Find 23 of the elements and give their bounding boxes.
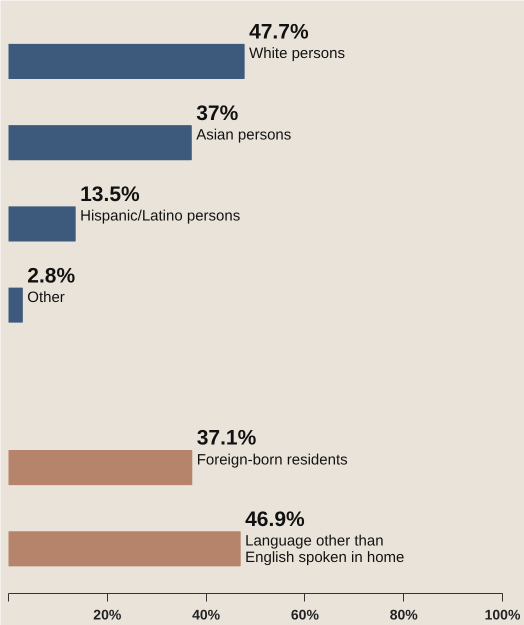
bar <box>8 531 241 566</box>
y-tick-label: Other <box>27 288 65 306</box>
x-tick-label: 60% <box>290 606 320 622</box>
data-label: 37.1% <box>196 426 257 450</box>
x-tick-label: 100% <box>484 606 521 622</box>
bar <box>8 288 23 323</box>
data-label: 47.7% <box>249 20 309 44</box>
data-label: 2.8% <box>27 264 76 288</box>
y-tick-label: Hispanic/Latino persons <box>80 208 240 225</box>
data-label: 13.5% <box>80 183 140 206</box>
data-label: 37% <box>196 102 239 125</box>
y-tick-label: Language other than English spoken in home <box>245 532 404 566</box>
y-tick-label: Asian persons <box>196 126 292 144</box>
y-tick-label: Foreign-born residents <box>196 451 348 468</box>
bar <box>8 125 192 160</box>
y-tick-label: White persons <box>249 45 345 62</box>
x-tick-label: 40% <box>192 606 221 622</box>
x-tick-label: 80% <box>390 606 418 622</box>
bar <box>8 206 76 242</box>
bar <box>8 44 245 79</box>
data-label: 46.9% <box>245 508 305 531</box>
bar <box>8 450 192 486</box>
x-tick-label: 20% <box>93 606 122 622</box>
